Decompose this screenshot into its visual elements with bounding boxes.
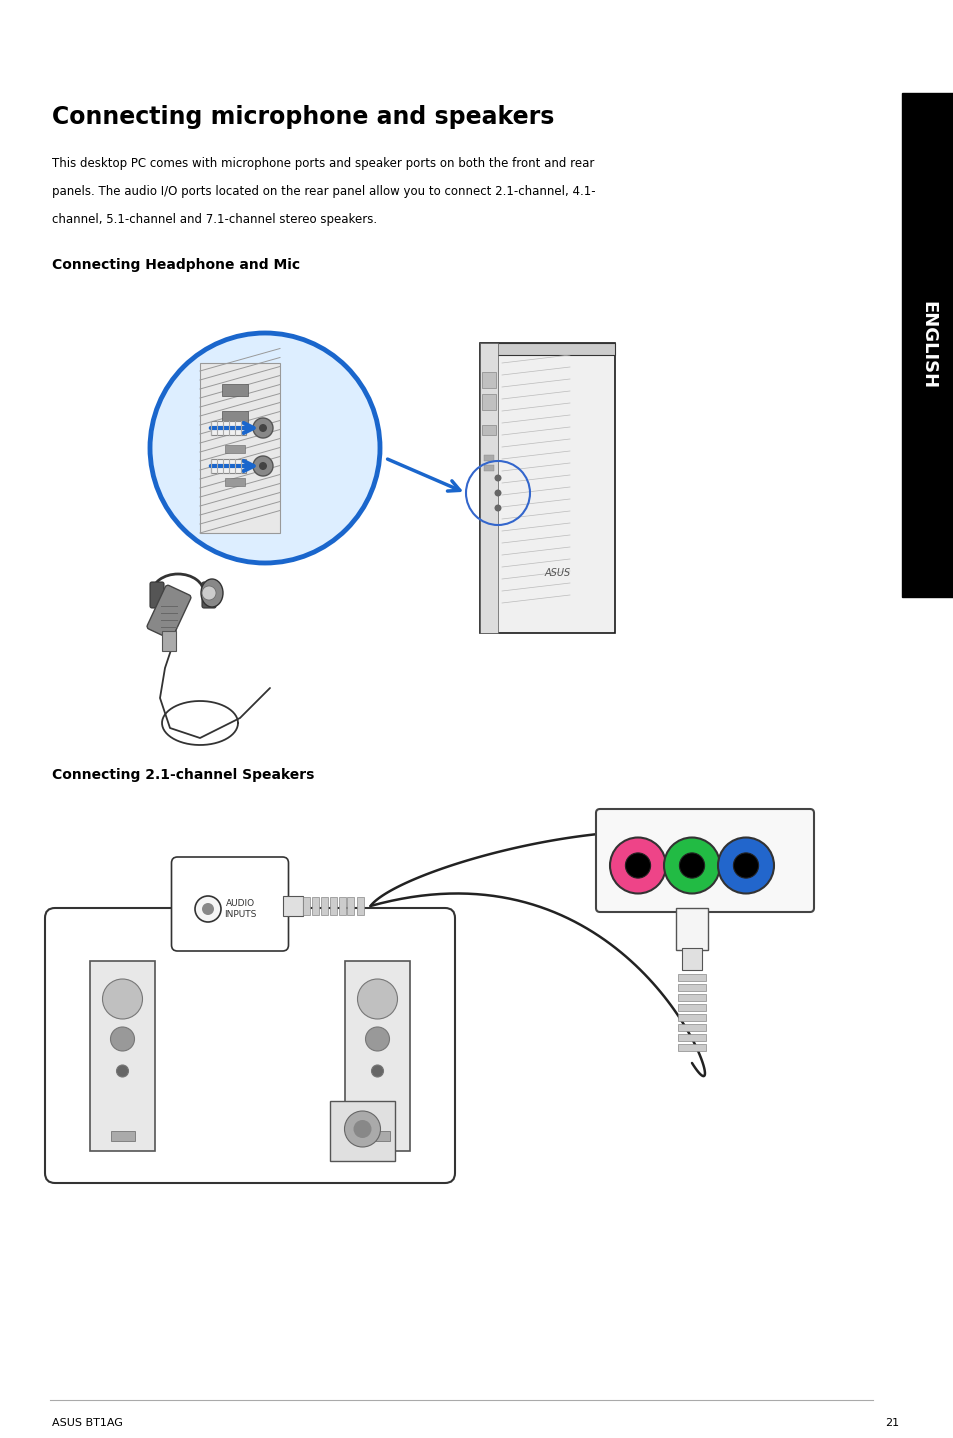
Bar	[901, 93, 953, 597]
Text: Connecting microphone and speakers: Connecting microphone and speakers	[52, 105, 554, 129]
Circle shape	[344, 1112, 380, 1148]
Circle shape	[494, 505, 501, 512]
Circle shape	[625, 853, 650, 879]
Text: channel, 5.1-channel and 7.1-channel stereo speakers.: channel, 5.1-channel and 7.1-channel ste…	[52, 213, 376, 226]
Bar	[222, 384, 248, 395]
Circle shape	[111, 1027, 134, 1051]
Bar	[222, 411, 248, 423]
Bar	[678, 1024, 705, 1031]
Circle shape	[253, 456, 273, 476]
Bar	[225, 477, 245, 486]
Circle shape	[253, 418, 273, 439]
Bar	[225, 444, 245, 453]
Bar	[479, 344, 615, 355]
Bar	[481, 372, 496, 388]
Bar	[678, 1034, 705, 1041]
Bar	[330, 1102, 395, 1160]
Circle shape	[371, 1066, 383, 1077]
Circle shape	[354, 1120, 371, 1137]
Bar	[678, 974, 705, 981]
Bar	[481, 426, 496, 436]
Bar	[162, 631, 175, 651]
Bar	[111, 1132, 134, 1140]
Text: panels. The audio I/O ports located on the rear panel allow you to connect 2.1-c: panels. The audio I/O ports located on t…	[52, 186, 595, 198]
FancyBboxPatch shape	[147, 585, 191, 638]
Bar	[345, 961, 410, 1150]
Bar	[365, 1132, 389, 1140]
Circle shape	[102, 979, 142, 1020]
Text: 21: 21	[884, 1418, 898, 1428]
Bar	[678, 984, 705, 991]
Circle shape	[365, 1027, 389, 1051]
Bar	[329, 897, 336, 915]
Text: U: U	[689, 823, 694, 828]
Circle shape	[609, 837, 665, 893]
Bar	[302, 897, 309, 915]
Circle shape	[202, 903, 213, 915]
FancyBboxPatch shape	[172, 857, 288, 951]
Text: ASUS: ASUS	[544, 568, 570, 578]
Bar	[479, 344, 615, 633]
Circle shape	[494, 489, 501, 496]
Ellipse shape	[201, 580, 223, 607]
Circle shape	[194, 896, 221, 922]
Circle shape	[718, 837, 773, 893]
Bar	[678, 1004, 705, 1011]
Bar	[347, 897, 355, 915]
Bar	[479, 344, 497, 633]
Bar	[481, 394, 496, 410]
FancyBboxPatch shape	[150, 582, 164, 608]
Bar	[320, 897, 327, 915]
Bar	[483, 464, 494, 472]
Circle shape	[679, 853, 704, 879]
Circle shape	[733, 853, 758, 879]
Circle shape	[258, 424, 267, 431]
Circle shape	[258, 462, 267, 470]
Text: ↗U: ↗U	[736, 823, 747, 828]
Polygon shape	[218, 916, 242, 948]
Text: Connecting Headphone and Mic: Connecting Headphone and Mic	[52, 257, 300, 272]
Bar	[678, 1044, 705, 1051]
Circle shape	[116, 1066, 129, 1077]
Bar	[356, 897, 363, 915]
Bar	[211, 459, 246, 473]
Text: Connecting 2.1-channel Speakers: Connecting 2.1-channel Speakers	[52, 768, 314, 782]
Bar	[211, 421, 246, 436]
Circle shape	[150, 334, 379, 564]
Bar	[681, 948, 701, 971]
Text: ENGLISH: ENGLISH	[918, 301, 936, 390]
Bar	[678, 994, 705, 1001]
FancyBboxPatch shape	[45, 907, 455, 1183]
FancyBboxPatch shape	[596, 810, 813, 912]
Circle shape	[202, 587, 215, 600]
Circle shape	[663, 837, 720, 893]
Text: This desktop PC comes with microphone ports and speaker ports on both the front : This desktop PC comes with microphone po…	[52, 157, 594, 170]
Bar	[312, 897, 318, 915]
Text: ASUS BT1AG: ASUS BT1AG	[52, 1418, 123, 1428]
Text: ↗↘: ↗↘	[632, 823, 643, 828]
Bar	[200, 362, 280, 533]
Text: AUDIO
INPUTS: AUDIO INPUTS	[224, 899, 256, 919]
Bar	[483, 454, 494, 462]
Circle shape	[494, 475, 501, 482]
FancyBboxPatch shape	[202, 582, 215, 608]
Bar	[282, 896, 302, 916]
Bar	[678, 1014, 705, 1021]
Bar	[676, 907, 707, 951]
Bar	[338, 897, 345, 915]
Circle shape	[357, 979, 397, 1020]
Bar	[90, 961, 154, 1150]
